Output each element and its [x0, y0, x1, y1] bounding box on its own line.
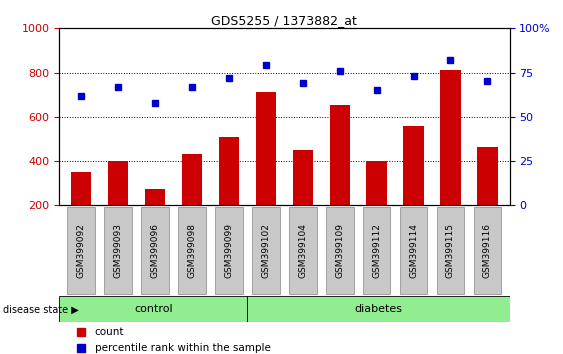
FancyBboxPatch shape: [141, 207, 169, 294]
Bar: [71, 172, 91, 205]
Bar: [403, 126, 424, 205]
FancyBboxPatch shape: [473, 207, 501, 294]
FancyBboxPatch shape: [289, 207, 316, 294]
Bar: [329, 105, 350, 205]
Text: GSM399109: GSM399109: [335, 223, 344, 278]
Bar: [477, 147, 498, 205]
Bar: [108, 161, 128, 205]
Text: GSM399112: GSM399112: [372, 223, 381, 278]
Text: GSM399099: GSM399099: [225, 223, 234, 278]
FancyBboxPatch shape: [247, 296, 510, 322]
FancyBboxPatch shape: [436, 207, 464, 294]
FancyBboxPatch shape: [59, 296, 247, 322]
Text: GSM399114: GSM399114: [409, 223, 418, 278]
Text: count: count: [95, 327, 124, 337]
Text: GSM399104: GSM399104: [298, 223, 307, 278]
Text: GSM399098: GSM399098: [187, 223, 196, 278]
Text: diabetes: diabetes: [355, 304, 403, 314]
Bar: [440, 70, 461, 205]
Bar: [219, 137, 239, 205]
Bar: [293, 150, 313, 205]
FancyBboxPatch shape: [104, 207, 132, 294]
Text: GSM399102: GSM399102: [261, 223, 270, 278]
Text: percentile rank within the sample: percentile rank within the sample: [95, 343, 271, 353]
Bar: [367, 161, 387, 205]
Text: disease state ▶: disease state ▶: [3, 305, 79, 315]
Text: GSM399116: GSM399116: [483, 223, 492, 278]
Bar: [182, 154, 202, 205]
FancyBboxPatch shape: [363, 207, 391, 294]
FancyBboxPatch shape: [326, 207, 354, 294]
Bar: [256, 92, 276, 205]
Text: GSM399115: GSM399115: [446, 223, 455, 278]
FancyBboxPatch shape: [68, 207, 95, 294]
FancyBboxPatch shape: [400, 207, 427, 294]
Text: GSM399096: GSM399096: [150, 223, 159, 278]
Bar: [145, 189, 166, 205]
FancyBboxPatch shape: [252, 207, 280, 294]
FancyBboxPatch shape: [178, 207, 206, 294]
Text: GSM399093: GSM399093: [114, 223, 123, 278]
Title: GDS5255 / 1373882_at: GDS5255 / 1373882_at: [211, 14, 358, 27]
Text: GSM399092: GSM399092: [77, 223, 86, 278]
Text: control: control: [134, 304, 173, 314]
FancyBboxPatch shape: [215, 207, 243, 294]
